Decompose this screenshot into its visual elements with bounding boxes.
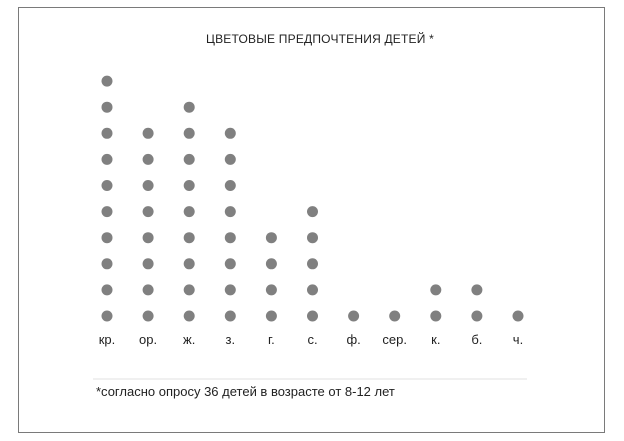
dot-4-3 <box>265 232 277 244</box>
dot-3-6 <box>224 153 236 165</box>
dot-4-2 <box>265 258 277 270</box>
dot-0-3 <box>101 232 113 244</box>
dot-0-7 <box>101 127 113 139</box>
dot-3-7 <box>224 127 236 139</box>
dot-0-9 <box>101 75 113 87</box>
chart-frame <box>18 7 605 433</box>
category-label-1: ор. <box>139 332 157 347</box>
dot-5-1 <box>307 284 318 296</box>
dot-1-5 <box>142 180 154 191</box>
dot-0-6 <box>101 153 113 165</box>
dot-0-2 <box>101 258 113 270</box>
dot-0-4 <box>101 206 113 218</box>
category-label-0: кр. <box>99 332 116 347</box>
dot-2-1 <box>183 284 195 296</box>
category-labels: кр. ор. ж. з. г. с. ф. сер. к. б. ч. <box>99 332 523 347</box>
dot-3-4 <box>224 206 236 218</box>
dot-3-2 <box>224 258 236 270</box>
category-label-2: ж. <box>183 332 195 347</box>
dot-0-5 <box>101 180 113 191</box>
dot-5-4 <box>307 206 318 218</box>
category-label-7: сер. <box>382 332 407 347</box>
dot-2-8 <box>183 101 195 113</box>
dot-9-1 <box>471 284 483 296</box>
dot-1-7 <box>142 127 154 139</box>
dot-9-0 <box>471 310 483 322</box>
dot-0-8 <box>101 101 113 113</box>
dot-0-0 <box>101 310 113 322</box>
dot-1-0 <box>142 310 154 322</box>
category-label-10: ч. <box>513 332 523 347</box>
dot-1-2 <box>142 258 154 270</box>
dot-2-3 <box>183 232 195 244</box>
footnote: *согласно опросу 36 детей в возрасте от … <box>96 384 395 399</box>
category-label-9: б. <box>471 332 482 347</box>
dot-0-1 <box>101 284 113 296</box>
dot-1-6 <box>142 153 154 165</box>
dot-5-0 <box>307 310 318 322</box>
dot-2-4 <box>183 206 195 218</box>
dots-layer <box>101 75 524 322</box>
dot-5-3 <box>307 232 318 244</box>
dot-4-0 <box>265 310 277 322</box>
dot-2-2 <box>183 258 195 270</box>
dot-2-0 <box>183 310 195 322</box>
category-label-3: з. <box>226 332 236 347</box>
dot-5-2 <box>307 258 318 270</box>
dot-8-0 <box>430 310 442 322</box>
dot-1-4 <box>142 206 154 218</box>
dot-2-5 <box>183 180 195 191</box>
dot-6-0 <box>348 310 360 322</box>
category-label-5: с. <box>307 332 317 347</box>
chart-title: ЦВЕТОВЫЕ ПРЕДПОЧТЕНИЯ ДЕТЕЙ * <box>206 31 434 46</box>
dot-2-6 <box>183 153 195 165</box>
category-label-6: ф. <box>346 332 360 347</box>
dot-4-1 <box>265 284 277 296</box>
dot-1-3 <box>142 232 154 244</box>
category-label-4: г. <box>268 332 275 347</box>
dot-10-0 <box>512 310 524 322</box>
dot-2-7 <box>183 127 195 139</box>
dot-7-0 <box>389 310 401 322</box>
dot-3-5 <box>224 180 236 191</box>
dot-8-1 <box>430 284 442 296</box>
dot-1-1 <box>142 284 154 296</box>
dot-3-1 <box>224 284 236 296</box>
dot-3-3 <box>224 232 236 244</box>
dot-3-0 <box>224 310 236 322</box>
category-label-8: к. <box>431 332 440 347</box>
